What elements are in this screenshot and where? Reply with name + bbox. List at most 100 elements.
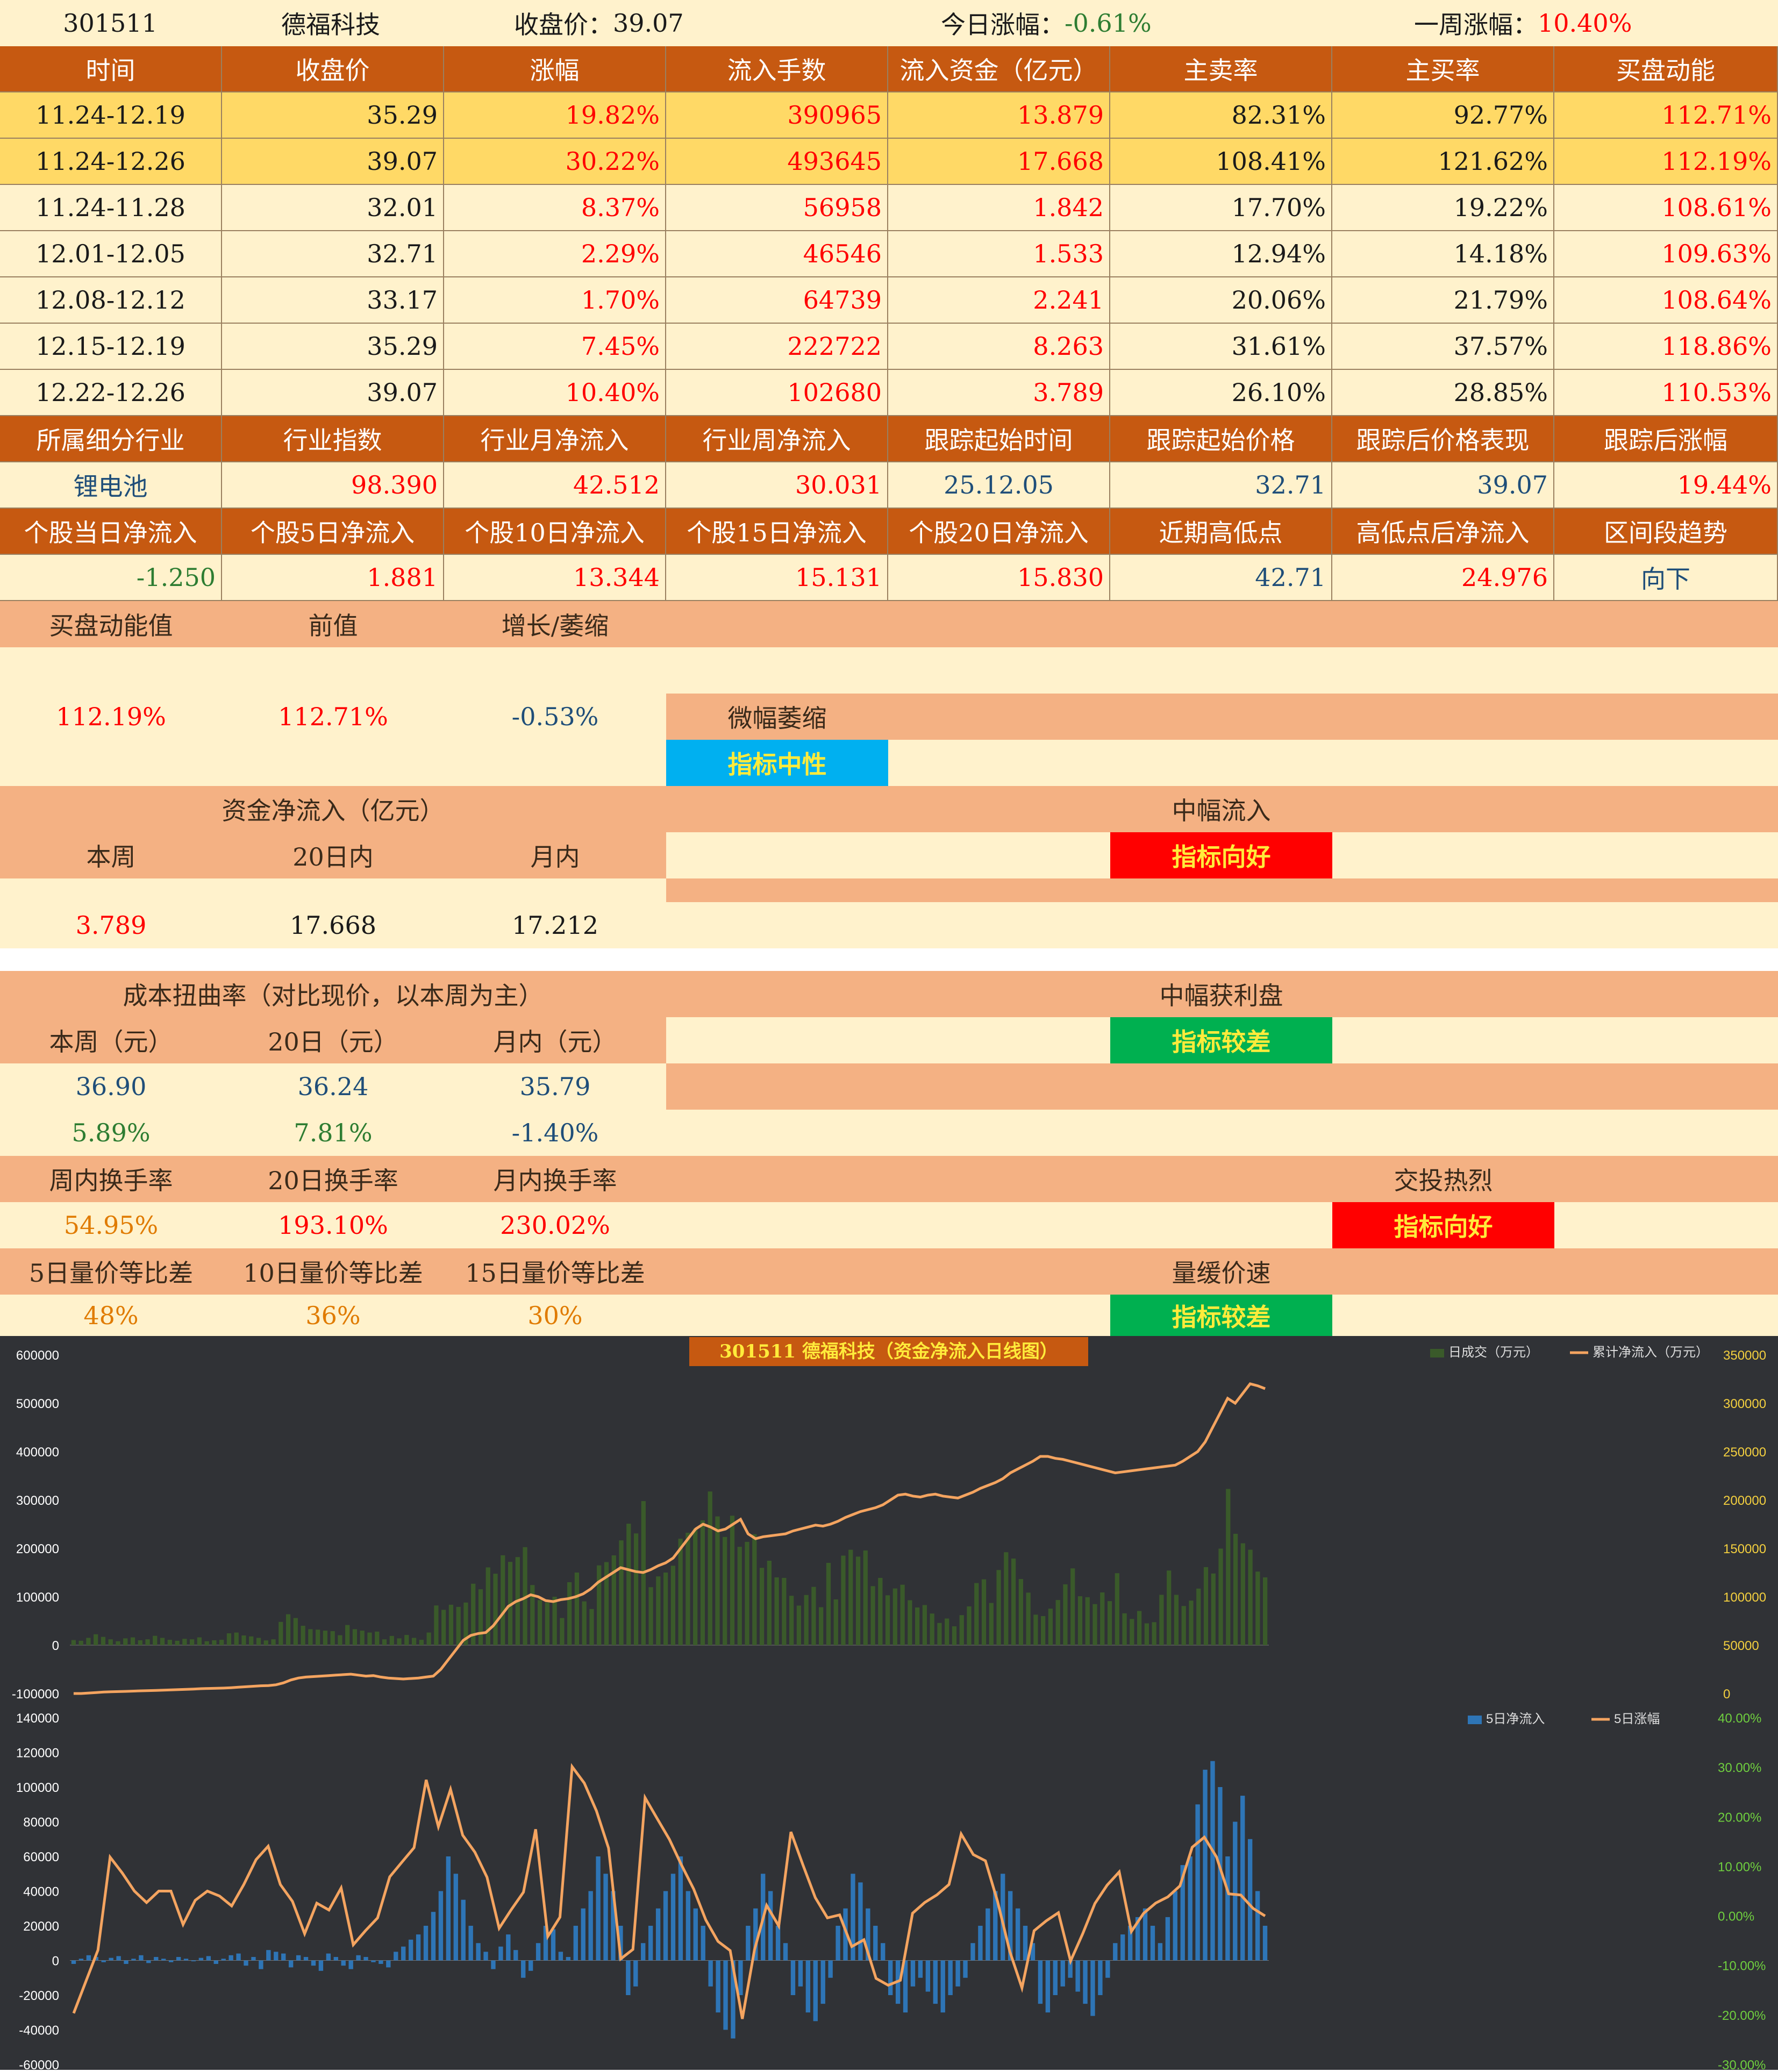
summary-sheet: 301511 德福科技 收盘价： 39.07 今日涨幅： -0.61% 一周涨幅…: [0, 0, 1778, 1336]
bar: [955, 1960, 960, 1987]
table-cell: 102680: [666, 370, 888, 416]
track-start-price: 32.71: [1110, 462, 1332, 509]
table-row: 11.24-12.19 35.29 19.82% 390965 13.879 8…: [0, 92, 1778, 139]
series-line: [72, 1763, 1266, 2019]
daily-flow-chart: -100000 0 100000 200000 300000 400000 500000 60…: [0, 1336, 1778, 1702]
col-header: 跟踪后涨幅: [1554, 416, 1778, 462]
bar: [371, 1960, 376, 1962]
bar: [626, 1960, 631, 1995]
table-cell: 14.18%: [1332, 231, 1554, 277]
bar: [888, 1960, 893, 1995]
left-axis-tick: 20000: [23, 1919, 59, 1934]
bar: [1127, 1926, 1133, 1961]
bar: [1225, 1856, 1230, 1961]
bar: [753, 1908, 758, 1961]
bar: [382, 1639, 387, 1645]
bar: [523, 1547, 527, 1645]
bar: [288, 1960, 294, 1968]
legend-line-label: 累计净流入（万元）: [1593, 1345, 1709, 1360]
bar: [1113, 1943, 1118, 1961]
capital-status: 中幅流入: [1172, 796, 1271, 825]
capital-title: 资金净流入（亿元）: [222, 796, 445, 825]
bar: [175, 1640, 180, 1645]
cost-status: 中幅获利盘: [1159, 981, 1283, 1010]
bar: [1098, 1960, 1103, 1995]
bar: [1041, 1616, 1046, 1645]
bar: [915, 1607, 920, 1645]
right-axis-tick: 50000: [1723, 1639, 1759, 1653]
bar: [663, 1891, 668, 1961]
bar: [1247, 1839, 1253, 1961]
bar: [263, 1640, 268, 1645]
table-cell: 19.82%: [444, 92, 666, 139]
col-header: 区间段趋势: [1554, 509, 1778, 555]
bar: [670, 1566, 676, 1645]
capital-chip: 指标向好: [1110, 832, 1332, 878]
volprice-15d: 30%: [527, 1301, 583, 1330]
bar: [813, 1960, 818, 2021]
table-cell: 112.19%: [1554, 139, 1778, 185]
bar: [1240, 1543, 1245, 1645]
col-header: 近期高低点: [1110, 509, 1332, 555]
cost-header: 本周（元） 20日（元） 月内（元） 指标较差: [0, 1017, 1778, 1063]
bar: [293, 1618, 298, 1645]
bar: [256, 1638, 261, 1645]
bar: [738, 1960, 743, 1995]
bar: [1070, 1568, 1075, 1645]
bar: [1018, 1579, 1023, 1645]
bar: [167, 1640, 172, 1645]
bar: [1083, 1960, 1088, 2004]
bar: [1226, 1489, 1231, 1645]
bar: [937, 1623, 942, 1645]
bar: [296, 1955, 301, 1961]
cost-week-pct: 5.89%: [72, 1118, 151, 1147]
table-cell: 64739: [666, 277, 888, 324]
bar: [648, 1587, 653, 1645]
bar: [1085, 1597, 1090, 1645]
bar: [925, 1960, 931, 1992]
volprice-5d: 48%: [83, 1301, 139, 1330]
momentum-spacer: [0, 647, 1778, 694]
bar: [130, 1637, 135, 1645]
table-cell: 37.57%: [1332, 324, 1554, 370]
bar: [678, 1539, 683, 1645]
col-header: 个股15日净流入: [666, 509, 888, 555]
left-axis-tick: -40000: [19, 2024, 59, 2038]
bar: [386, 1960, 391, 1968]
bar: [330, 1631, 335, 1645]
bar: [123, 1638, 128, 1645]
table-cell: 46546: [666, 231, 888, 277]
capital-20d: 17.668: [290, 911, 376, 940]
bar: [1210, 1761, 1215, 1961]
turnover-header: 周内换手率 20日换手率 月内换手率 交投热烈: [0, 1156, 1778, 1202]
table-cell: 13.879: [888, 92, 1110, 139]
volprice-values: 48% 36% 30% 指标较差: [0, 1295, 1778, 1336]
bar: [1203, 1567, 1209, 1645]
bar: [1135, 1917, 1140, 1961]
bar: [456, 1606, 461, 1645]
bar: [789, 1596, 794, 1645]
right-axis-tick: 30.00%: [1718, 1761, 1761, 1775]
col-header: 所属细分行业: [0, 416, 222, 462]
col-header: 行业月净流入: [444, 416, 666, 462]
left-axis-tick: 500000: [16, 1397, 59, 1411]
bar: [146, 1960, 151, 1963]
bar: [863, 1550, 868, 1645]
bar: [251, 1957, 256, 1961]
bar: [716, 1960, 720, 2013]
bar: [910, 1960, 916, 1987]
bar: [318, 1960, 324, 1971]
col-header: 增长/萎缩: [501, 611, 609, 640]
table-cell: 121.62%: [1332, 139, 1554, 185]
bar: [1255, 1891, 1260, 1961]
bar: [1001, 1874, 1005, 1961]
right-axis-tick: 250000: [1723, 1445, 1766, 1460]
inflow-10d: 13.344: [444, 555, 666, 601]
bar: [463, 1602, 468, 1645]
table-cell: 108.41%: [1110, 139, 1332, 185]
bar: [656, 1576, 661, 1645]
bar: [836, 1926, 840, 1961]
bar: [94, 1634, 98, 1645]
col-header: 5日量价等比差: [28, 1259, 194, 1288]
bar: [986, 1908, 990, 1961]
